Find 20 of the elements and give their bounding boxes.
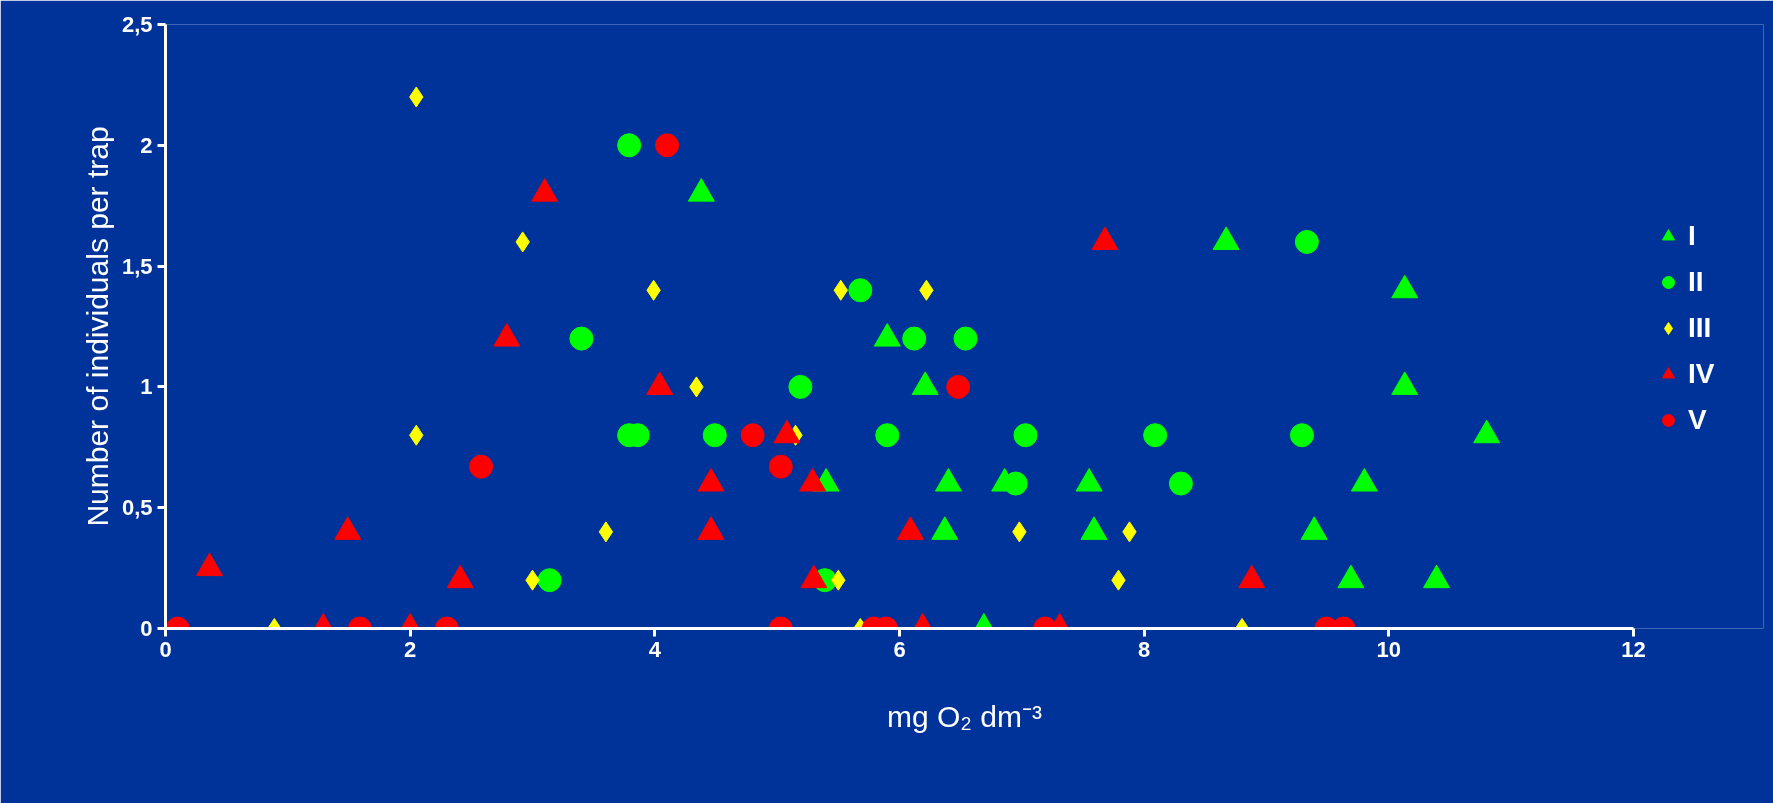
x-tick-label: 6 — [893, 636, 906, 662]
legend-label: III — [1688, 312, 1712, 344]
x-axis-title: mg O₂ dm⁻³ — [887, 699, 1042, 733]
x-tick-label: 8 — [1138, 636, 1151, 662]
y-tick-label: 0 — [140, 616, 153, 641]
x-tick-label: 10 — [1376, 636, 1402, 662]
y-axis-title: Number of individuals per trap — [80, 126, 114, 527]
legend-label: II — [1688, 266, 1705, 298]
legend-label: IV — [1688, 358, 1715, 390]
y-tick-label: 0,5 — [121, 495, 153, 521]
legend-label: I — [1688, 220, 1697, 252]
x-tick-label: 0 — [159, 636, 172, 662]
legend-label: V — [1688, 404, 1708, 436]
x-tick-label: 2 — [404, 636, 417, 662]
y-tick-label: 2 — [140, 132, 153, 158]
x-tick-label: 12 — [1621, 636, 1646, 662]
y-tick-label: 1 — [140, 374, 153, 400]
x-tick-label: 4 — [648, 636, 662, 662]
y-tick-label: 2,5 — [121, 12, 153, 37]
y-tick-label: 1,5 — [121, 253, 153, 279]
